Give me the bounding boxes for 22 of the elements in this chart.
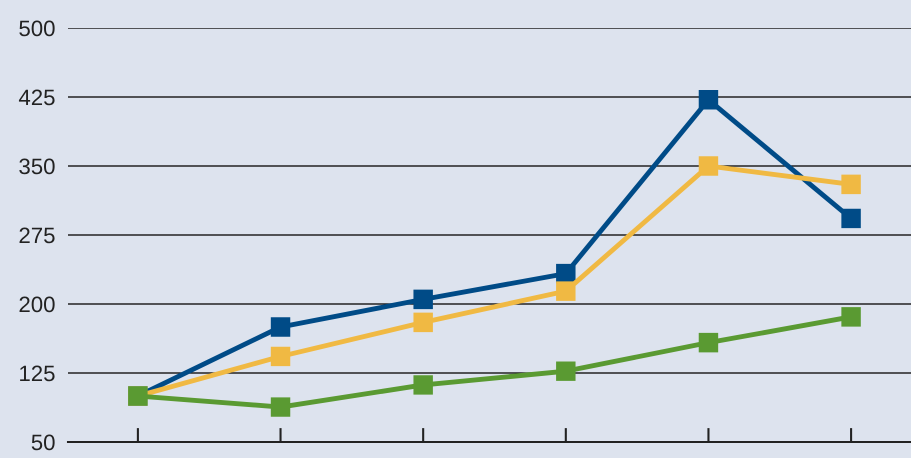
point [841,208,861,228]
y-tick-label: 350 [19,158,55,174]
point [413,290,433,310]
point [556,281,576,301]
point [556,361,576,381]
y-tick-label: 50 [32,434,55,450]
point [698,332,718,352]
point [270,346,290,366]
y-tick-label: 275 [20,228,55,244]
point [270,397,290,417]
point [841,307,861,327]
point [413,375,433,395]
point [556,264,576,284]
y-tick-label: 425 [18,90,55,106]
y-tick-label: 125 [20,366,55,382]
y-tick-label: 200 [20,296,55,312]
point [841,174,861,194]
point [698,156,718,176]
y-tick-label: 500 [19,20,55,36]
point [270,317,290,337]
point [698,90,718,110]
point [413,312,433,332]
